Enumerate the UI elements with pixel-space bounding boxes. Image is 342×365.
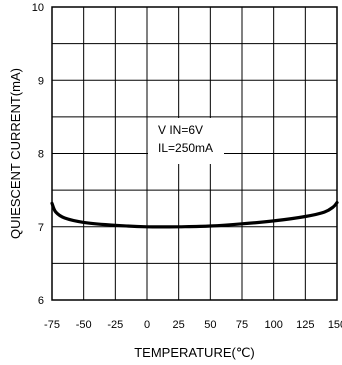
x-tick-label: -75 — [44, 319, 60, 331]
x-axis-title: TEMPERATURE(℃) — [134, 345, 255, 360]
x-tick-labels: -75 -50 -25 0 25 50 75 100 125 150 — [44, 319, 342, 331]
y-tick-label: 9 — [38, 75, 44, 87]
y-tick-labels: 6 7 8 9 10 — [32, 2, 44, 307]
y-tick-label: 8 — [38, 149, 44, 161]
x-tick-label: -50 — [76, 319, 92, 331]
annotation-vin: V IN=6V — [158, 123, 203, 137]
y-axis-title: QUIESCENT CURRENT(mA) — [8, 68, 23, 239]
y-tick-label: 6 — [38, 295, 44, 307]
x-tick-label: 0 — [144, 319, 150, 331]
y-tick-label: 7 — [38, 222, 44, 234]
annotation-box — [148, 118, 224, 164]
x-tick-label: 125 — [296, 319, 314, 331]
x-tick-label: 50 — [204, 319, 216, 331]
plot-frame — [51, 6, 338, 301]
x-tick-label: 25 — [173, 319, 185, 331]
annotation-il: IL=250mA — [158, 141, 213, 155]
y-tick-label: 10 — [32, 2, 44, 14]
x-tick-label: -25 — [107, 319, 123, 331]
x-tick-label: 100 — [264, 319, 282, 331]
x-tick-label: 75 — [236, 319, 248, 331]
series-line — [50, 201, 339, 229]
x-tick-label: 150 — [328, 319, 342, 331]
